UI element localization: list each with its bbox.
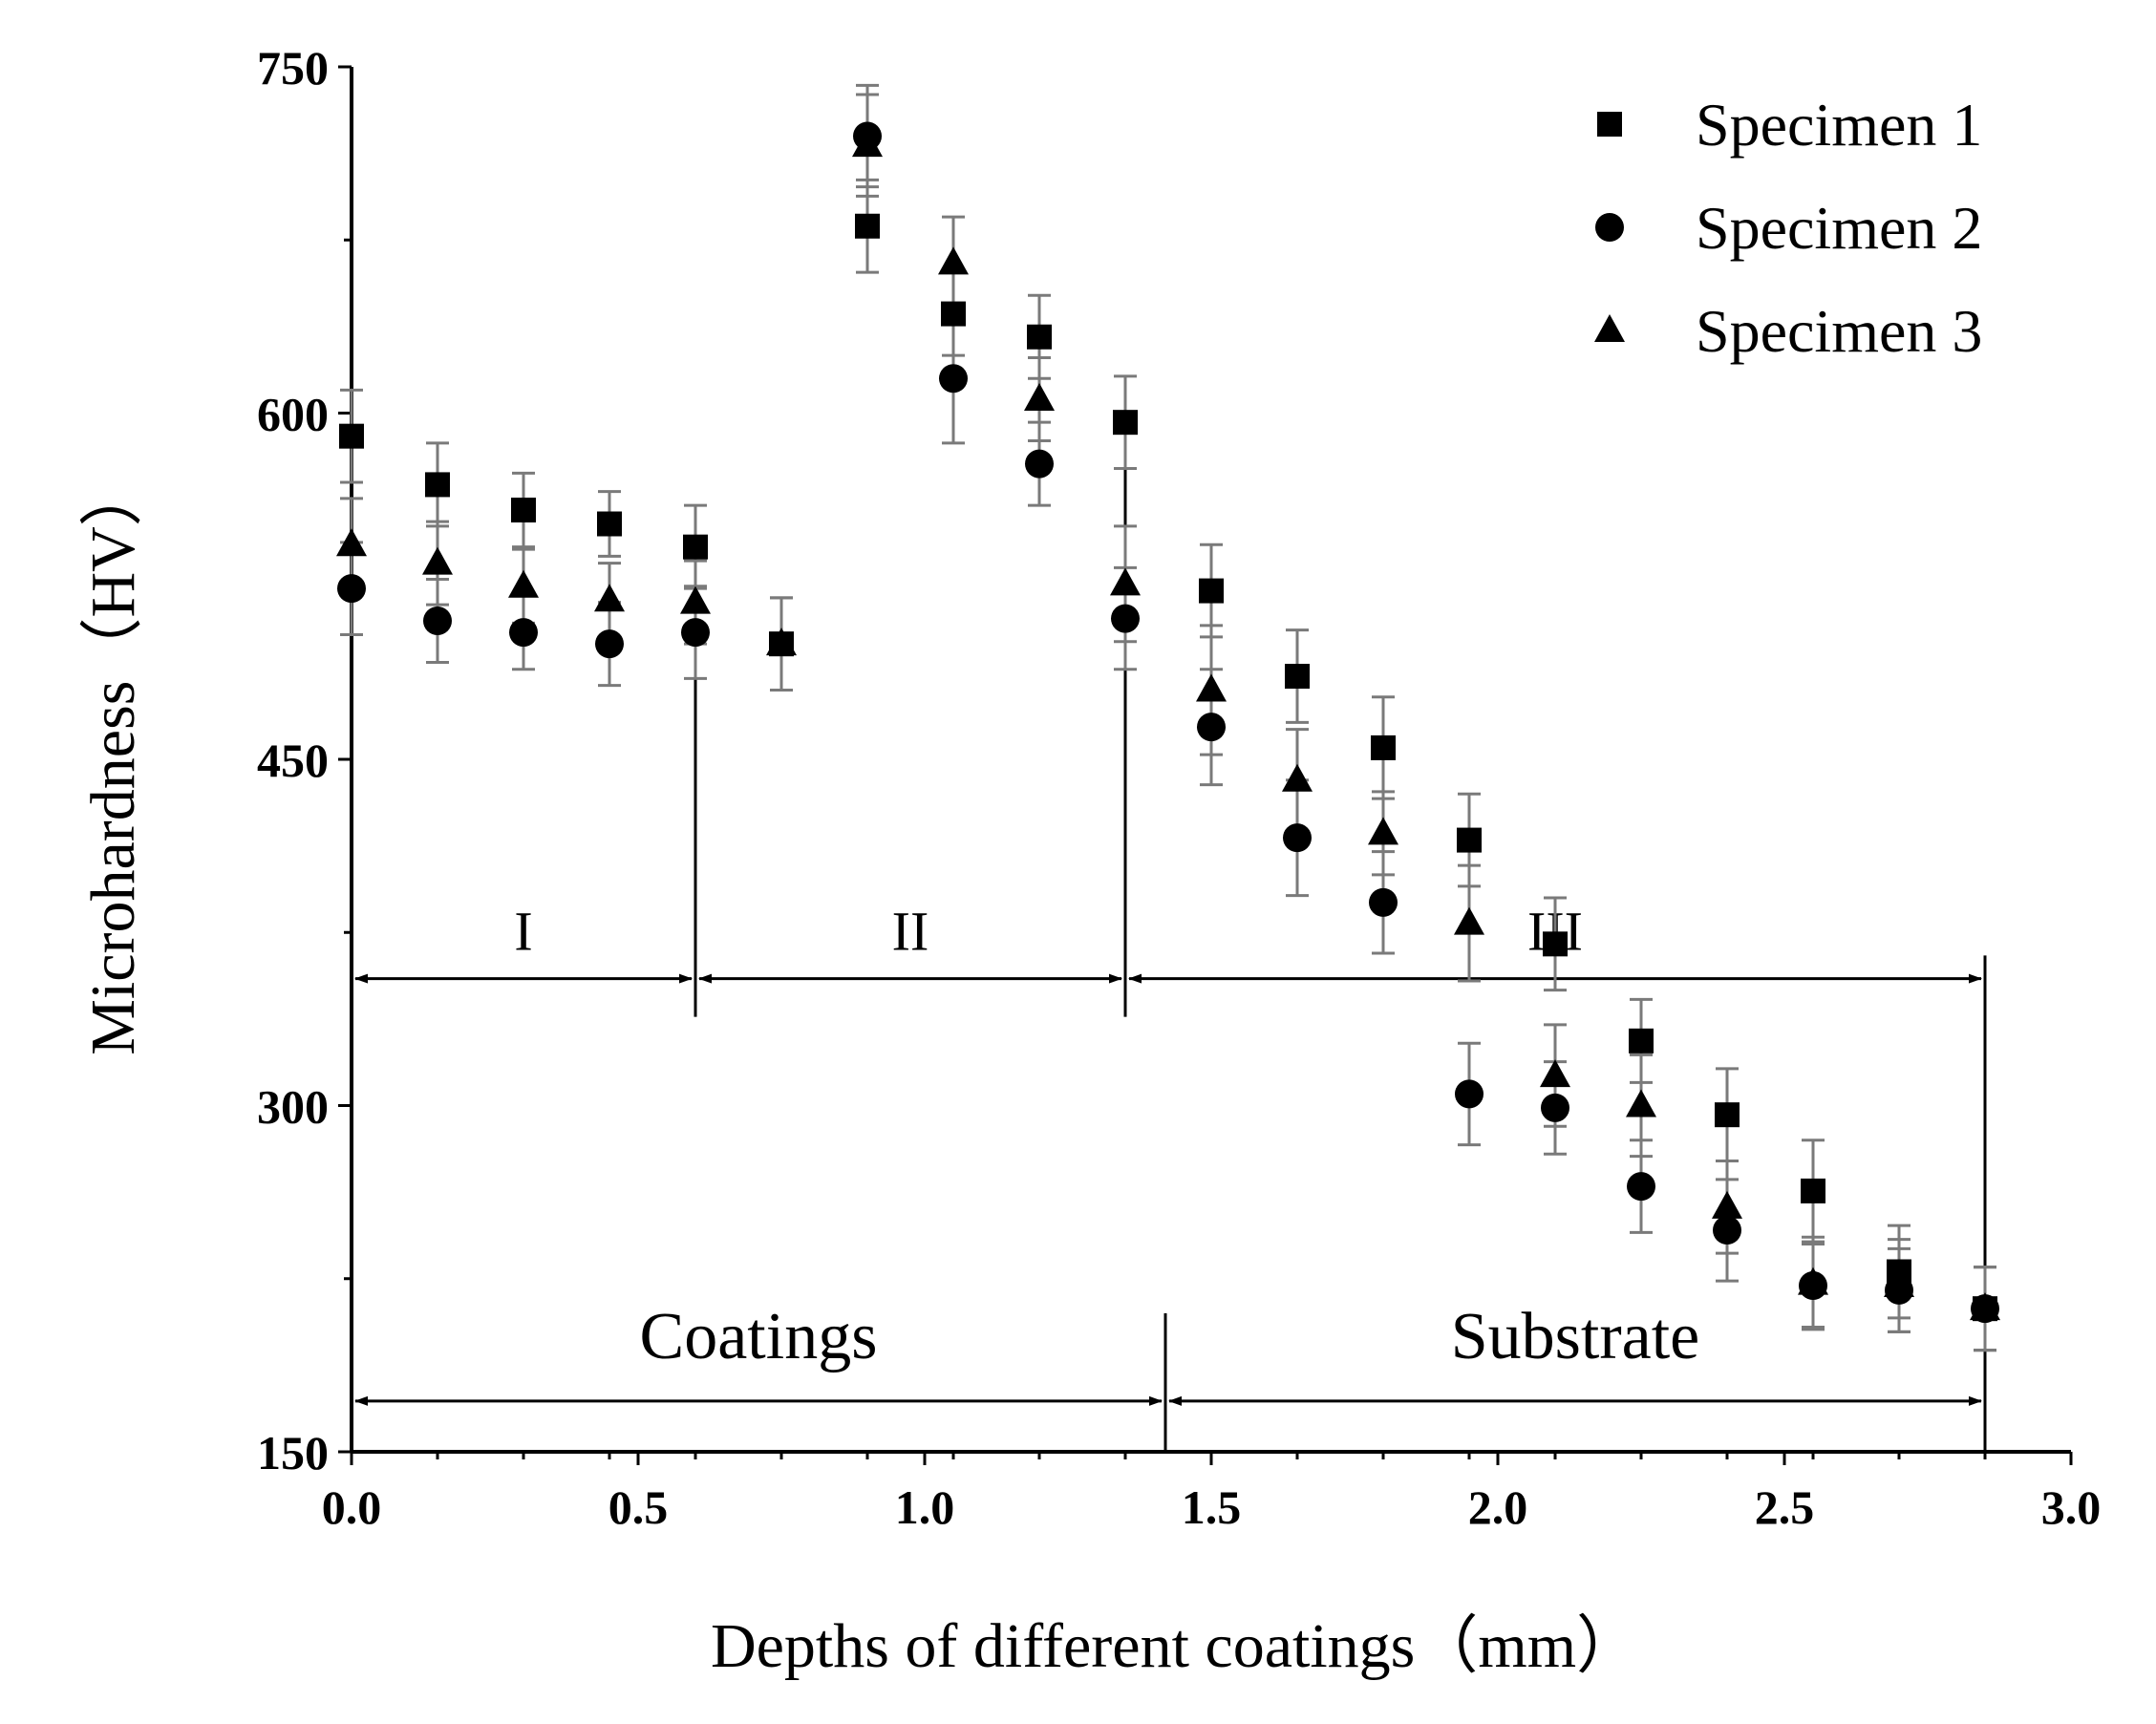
data-point-triangle bbox=[1626, 1089, 1656, 1117]
data-markers bbox=[336, 121, 2000, 1324]
data-point-circle bbox=[939, 364, 968, 394]
data-point-circle bbox=[337, 574, 366, 604]
data-point-square bbox=[1371, 734, 1396, 760]
y-tick-label: 750 bbox=[257, 41, 329, 95]
data-point-circle bbox=[1455, 1079, 1484, 1109]
data-point-square bbox=[1285, 664, 1310, 689]
axis-tick-labels: 0.0 0.5 1.0 1.5 2.0 2.5 3.0 150 300 450 600 750 bbox=[257, 41, 2101, 1534]
data-point-triangle bbox=[594, 584, 625, 612]
data-point-triangle bbox=[680, 585, 711, 614]
data-point-square bbox=[941, 301, 966, 327]
data-point-triangle bbox=[1712, 1190, 1742, 1219]
data-point-triangle bbox=[1024, 383, 1055, 411]
data-point-triangle bbox=[1798, 1266, 1828, 1295]
data-point-circle bbox=[423, 607, 452, 635]
data-point-square bbox=[1543, 931, 1568, 957]
data-point-triangle bbox=[1884, 1269, 1914, 1297]
data-point-square bbox=[1715, 1102, 1740, 1128]
data-point-square bbox=[1457, 827, 1482, 853]
axis-ticks bbox=[338, 65, 2073, 1465]
data-point-square bbox=[855, 213, 880, 239]
x-tick-label: 0.0 bbox=[322, 1480, 382, 1534]
data-point-triangle bbox=[938, 246, 969, 275]
data-point-triangle bbox=[1454, 906, 1484, 935]
y-axis-title: Microhardness（HV） bbox=[78, 463, 148, 1055]
data-point-square bbox=[1199, 578, 1224, 604]
data-point-triangle bbox=[1110, 567, 1141, 596]
data-point-triangle bbox=[1368, 817, 1398, 845]
data-point-circle bbox=[1025, 449, 1054, 479]
zone-label: Substrate bbox=[1451, 1300, 1700, 1373]
x-tick-label: 3.0 bbox=[2041, 1480, 2102, 1534]
data-point-square bbox=[1113, 410, 1138, 436]
legend-marker-square bbox=[1597, 112, 1622, 137]
legend-marker-triangle bbox=[1594, 314, 1625, 342]
data-point-triangle bbox=[852, 129, 883, 158]
data-point-triangle bbox=[1196, 673, 1227, 702]
data-point-square bbox=[597, 511, 622, 537]
data-point-triangle bbox=[508, 569, 539, 598]
data-point-triangle bbox=[766, 628, 797, 656]
data-point-circle bbox=[1541, 1093, 1569, 1122]
data-point-circle bbox=[509, 618, 538, 648]
legend-marker-circle bbox=[1595, 213, 1624, 242]
y-tick-label: 450 bbox=[257, 734, 329, 787]
data-point-circle bbox=[1283, 823, 1312, 853]
data-point-circle bbox=[1111, 604, 1140, 633]
x-axis-title: Depths of different coatings（mm） bbox=[711, 1611, 1639, 1681]
region-label: II bbox=[892, 901, 929, 963]
data-point-circle bbox=[1627, 1172, 1655, 1202]
x-tick-label: 1.0 bbox=[895, 1480, 955, 1534]
region-label: I bbox=[514, 901, 532, 963]
data-point-square bbox=[1027, 324, 1052, 350]
x-tick-label: 2.5 bbox=[1755, 1480, 1815, 1534]
data-point-square bbox=[339, 423, 364, 449]
data-point-triangle bbox=[1540, 1059, 1570, 1088]
data-point-square bbox=[1801, 1178, 1825, 1203]
y-tick-label: 150 bbox=[257, 1426, 329, 1479]
data-point-square bbox=[1629, 1028, 1654, 1054]
error-bars bbox=[340, 83, 1996, 1352]
legend-label: Specimen 3 bbox=[1696, 297, 1982, 365]
y-tick-label: 600 bbox=[257, 388, 329, 441]
data-point-circle bbox=[1713, 1216, 1741, 1245]
data-point-triangle bbox=[1282, 763, 1313, 792]
data-point-square bbox=[425, 472, 450, 498]
y-tick-label: 300 bbox=[257, 1080, 329, 1134]
x-tick-label: 2.0 bbox=[1468, 1480, 1528, 1534]
data-point-circle bbox=[595, 629, 624, 659]
data-point-triangle bbox=[422, 546, 453, 575]
data-point-circle bbox=[681, 618, 710, 648]
data-point-circle bbox=[1197, 713, 1226, 742]
data-point-circle bbox=[1369, 887, 1398, 917]
data-point-triangle bbox=[336, 528, 367, 557]
x-tick-label: 1.5 bbox=[1182, 1480, 1242, 1534]
legend-label: Specimen 2 bbox=[1696, 194, 1982, 262]
data-point-square bbox=[511, 498, 536, 522]
data-point-triangle bbox=[1970, 1292, 2000, 1321]
data-point-square bbox=[683, 534, 708, 560]
zone-label: Coatings bbox=[640, 1300, 878, 1373]
x-tick-label: 0.5 bbox=[608, 1480, 669, 1534]
legend: Specimen 1 Specimen 2 Specimen 3 bbox=[1594, 91, 1982, 365]
legend-label: Specimen 1 bbox=[1696, 91, 1982, 159]
